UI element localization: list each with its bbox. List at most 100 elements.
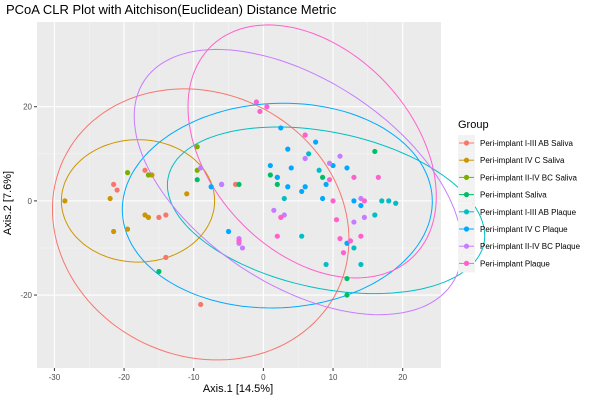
data-point — [271, 207, 277, 213]
data-point — [274, 174, 280, 180]
data-point — [347, 238, 354, 244]
data-point — [278, 214, 284, 220]
data-point — [344, 275, 350, 282]
grid-lines — [37, 22, 441, 368]
data-point — [114, 187, 120, 193]
data-point — [386, 198, 392, 204]
data-point — [316, 167, 322, 173]
legend-key-point — [463, 192, 470, 198]
legend-label: Peri-implant I-III AB Plaque — [480, 208, 577, 217]
data-point — [124, 170, 131, 176]
data-point — [326, 160, 333, 166]
data-point — [323, 261, 329, 268]
legend-key-point — [463, 243, 470, 249]
data-point — [124, 226, 131, 232]
data-point — [340, 250, 347, 256]
data-point — [302, 184, 308, 190]
plot-panel — [37, 22, 441, 368]
data-point — [236, 181, 242, 188]
confidence-ellipse — [60, 139, 216, 263]
data-point — [285, 146, 291, 152]
data-point — [333, 217, 340, 223]
data-point — [299, 188, 305, 195]
x-tick-label: -30 — [49, 373, 61, 382]
data-point — [278, 125, 284, 131]
data-point — [306, 151, 312, 157]
data-point — [156, 268, 162, 275]
legend-label: Peri-implant Saliva — [480, 191, 547, 200]
data-point — [288, 165, 294, 171]
legend-key-point — [463, 209, 470, 215]
data-point — [337, 153, 343, 159]
data-point — [319, 174, 326, 180]
legend-key-point — [463, 226, 470, 232]
x-tick-label: 20 — [398, 373, 407, 382]
data-point — [236, 238, 242, 244]
data-point — [194, 177, 200, 183]
data-point — [274, 181, 280, 188]
legend-label: Peri-implant II-IV BC Saliva — [480, 173, 577, 182]
data-point — [253, 99, 260, 105]
data-point — [198, 301, 204, 308]
data-point — [285, 184, 291, 190]
data-point — [225, 228, 232, 235]
data-point — [156, 214, 162, 220]
x-tick-label: -20 — [118, 373, 130, 382]
confidence-ellipse — [187, 24, 437, 279]
data-point — [319, 195, 326, 202]
data-point — [337, 235, 343, 242]
data-point — [62, 198, 68, 204]
y-axis-title: Axis.2 [7.6%] — [2, 171, 14, 235]
x-tick-label: 10 — [329, 373, 338, 382]
data-point — [264, 104, 270, 110]
legend-title: Group — [458, 119, 489, 131]
legend-key-point — [463, 174, 470, 180]
x-tick-label: -10 — [188, 373, 200, 382]
data-point — [323, 181, 329, 188]
y-tick-label: 20 — [23, 103, 32, 112]
y-tick-label: 0 — [28, 197, 33, 206]
data-point — [351, 219, 357, 225]
data-point — [351, 198, 357, 204]
data-point — [208, 184, 214, 190]
legend: Group Peri-implant I-III AB Saliva Peri-i… — [458, 119, 581, 273]
data-point — [145, 172, 152, 178]
data-point — [358, 202, 364, 209]
data-point — [372, 148, 378, 155]
legend-key-point — [463, 260, 470, 266]
legend-label: Peri-implant IV C Saliva — [480, 156, 565, 165]
confidence-ellipse — [166, 126, 486, 295]
chart-title: PCoA CLR Plot with Aitchison(Euclidean) … — [6, 2, 337, 17]
data-point — [372, 212, 378, 218]
data-point — [111, 181, 117, 188]
data-point — [361, 198, 367, 204]
legend-label: Peri-implant II-IV BC Plaque — [480, 242, 581, 251]
data-point — [198, 165, 204, 171]
ellipse-layer — [52, 24, 486, 361]
point-layer — [62, 99, 399, 308]
legend-label: Peri-implant Plaque — [480, 259, 550, 268]
data-point — [274, 233, 280, 239]
data-point — [302, 132, 308, 138]
confidence-ellipse — [121, 102, 433, 309]
data-point — [351, 174, 357, 180]
data-point — [375, 174, 381, 180]
x-tick-label: 0 — [261, 373, 266, 382]
data-point — [184, 191, 190, 197]
legend-label: Peri-implant I-III AB Saliva — [480, 139, 573, 148]
confidence-ellipse — [52, 88, 350, 361]
legend-label: Peri-implant IV C Plaque — [480, 225, 568, 234]
data-point — [330, 198, 336, 204]
data-point — [257, 108, 263, 115]
data-point — [326, 177, 333, 183]
data-point — [111, 228, 117, 235]
data-point — [239, 245, 246, 251]
data-point — [218, 181, 225, 188]
axes: -30 -20 -10 0 10 20 -20 0 20 — [20, 103, 407, 382]
data-point — [361, 214, 367, 220]
data-point — [142, 167, 148, 173]
data-point — [163, 254, 169, 260]
data-point — [302, 155, 308, 162]
data-point — [194, 144, 200, 150]
